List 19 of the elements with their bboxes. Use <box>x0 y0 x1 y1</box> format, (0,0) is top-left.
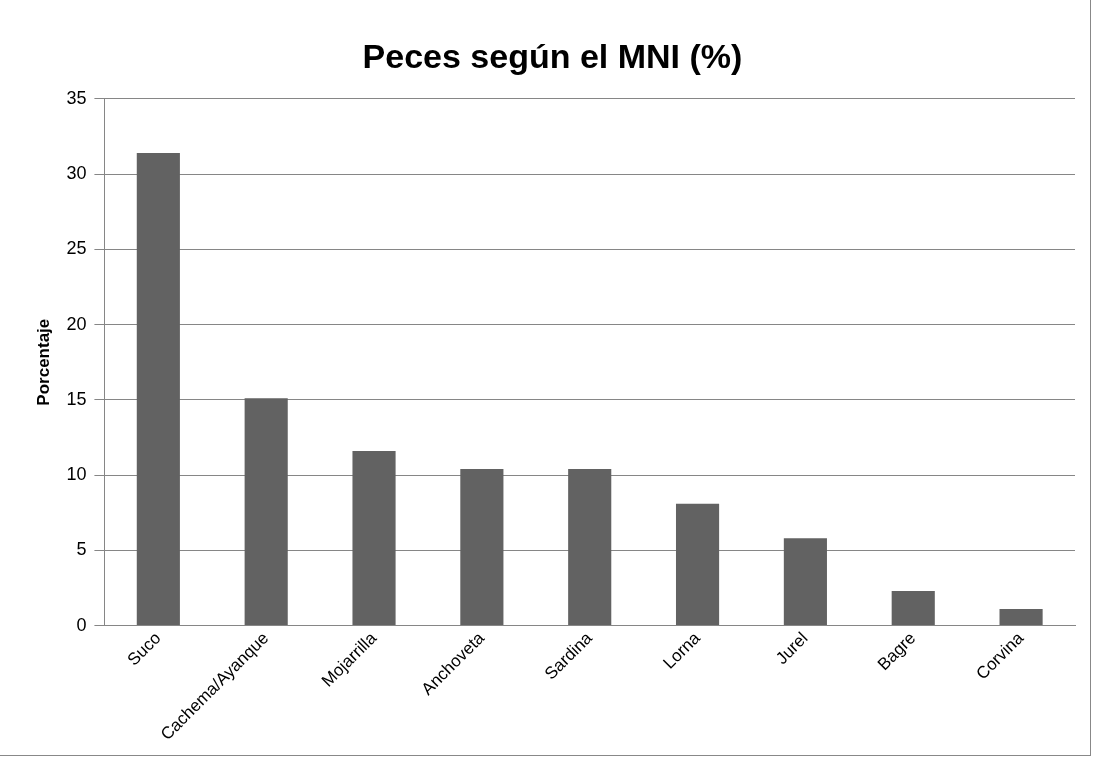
bar <box>244 398 288 626</box>
y-tick-label: 30 <box>66 163 87 184</box>
y-tick-label: 15 <box>66 388 87 409</box>
y-tick-label: 20 <box>66 313 87 334</box>
bar <box>460 469 504 626</box>
bar <box>891 590 935 626</box>
bar <box>352 450 396 626</box>
bar <box>136 152 180 626</box>
bar <box>999 609 1043 626</box>
y-tick-label: 10 <box>66 464 87 485</box>
y-tick-label: 35 <box>66 87 87 108</box>
chart-title: Peces según el MNI (%) <box>362 36 743 75</box>
bar <box>783 538 827 626</box>
bar <box>568 469 612 626</box>
y-tick-label: 5 <box>76 539 87 560</box>
y-tick-label: 0 <box>76 614 87 635</box>
bar <box>675 503 720 626</box>
y-axis-title: Porcentaje <box>33 318 53 406</box>
y-tick-label: 25 <box>66 238 87 259</box>
